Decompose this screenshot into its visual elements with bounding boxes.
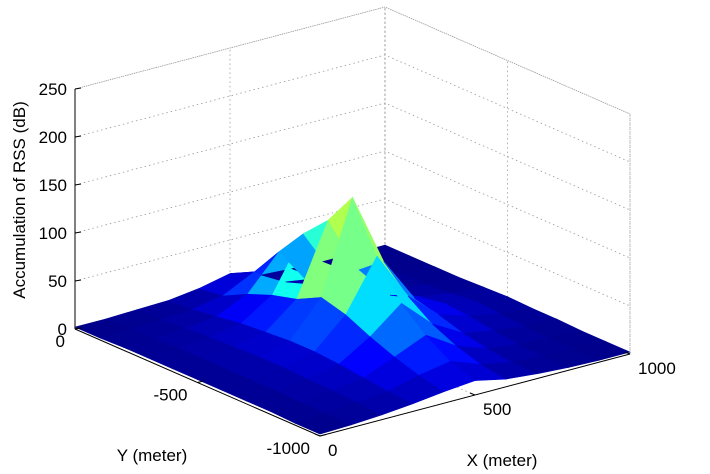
z-axis-label: Accumulation of RSS (dB) — [10, 101, 29, 298]
y-tick-mark — [319, 434, 327, 437]
y-tick-mark — [74, 327, 82, 330]
z-tick-label: 250 — [39, 80, 67, 99]
z-tick-mark — [74, 135, 82, 138]
z-tick-label: 0 — [58, 320, 67, 339]
y-tick-label: 0 — [56, 332, 65, 351]
axis-layer — [74, 87, 631, 437]
tick-layer: 0 50 100 150 200 250 0 -500 -1000 0 500 1000 — [39, 80, 676, 460]
z-gridline — [74, 102, 631, 211]
z-tick-label: 150 — [39, 176, 67, 195]
y-tick-label: -1000 — [267, 439, 310, 458]
z-tick-mark — [74, 87, 82, 90]
x-axis-label: X (meter) — [467, 451, 538, 470]
x-tick-label: 1000 — [638, 359, 676, 378]
surface-patch — [573, 341, 631, 361]
y-tick-label: -500 — [153, 386, 187, 405]
x-tick-label: 0 — [328, 441, 337, 460]
z-tick-mark — [74, 231, 82, 234]
x-tick-mark — [469, 392, 476, 396]
x-tick-mark — [314, 433, 321, 437]
z-gridline — [74, 6, 631, 115]
z-gridline — [74, 54, 631, 163]
z-tick-label: 50 — [48, 272, 67, 291]
surface-layer — [74, 196, 631, 435]
z-tick-label: 100 — [39, 224, 67, 243]
z-tick-mark — [74, 279, 82, 282]
y-tick-mark — [197, 380, 204, 383]
y-axis-label: Y (meter) — [117, 446, 188, 465]
z-gridline — [74, 150, 631, 259]
x-tick-label: 500 — [483, 400, 511, 419]
x-tick-mark — [624, 351, 631, 355]
z-tick-mark — [74, 183, 82, 186]
z-tick-label: 200 — [39, 128, 67, 147]
